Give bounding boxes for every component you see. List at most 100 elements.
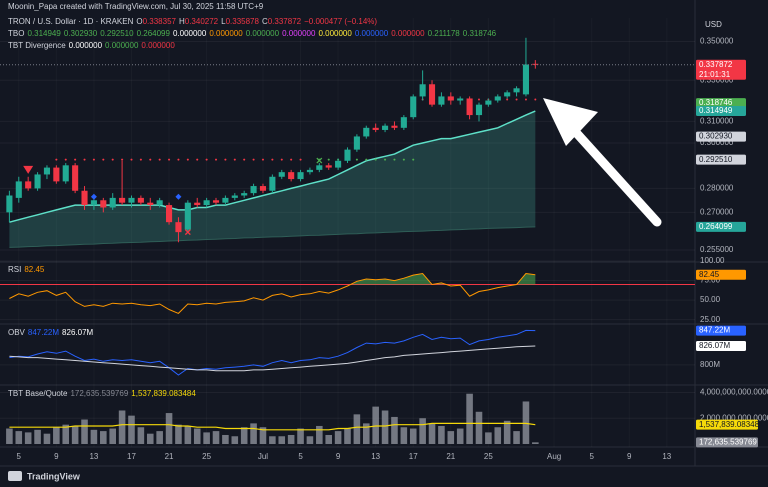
indicator-value: 0.000000	[105, 41, 139, 50]
candle-body	[306, 169, 313, 173]
level-dot	[506, 98, 509, 101]
level-dot	[55, 158, 58, 161]
legend-divergence: TBT Divergence 0.000000 0.000000 0.000000	[8, 41, 178, 51]
bar	[250, 423, 257, 444]
y-tick-label: 100.00	[700, 256, 725, 265]
bar	[128, 415, 135, 444]
x-tick-label: 13	[662, 452, 671, 461]
x-tick-label: 5	[589, 452, 594, 461]
bar	[24, 432, 32, 444]
candle-body	[156, 200, 163, 206]
x-tick-label: 13	[371, 452, 380, 461]
currency: USD	[705, 20, 722, 29]
x-tick-label: Aug	[547, 452, 561, 461]
price-label-text: 0.337872	[699, 60, 733, 69]
level-dot	[92, 158, 95, 161]
price-label-text: 0.318746	[699, 98, 733, 107]
bar	[466, 393, 473, 444]
bar	[287, 434, 295, 444]
ohlc-key: H	[178, 17, 185, 26]
ohlc-key: L	[221, 17, 226, 26]
candle-body	[43, 167, 51, 175]
indicator-line	[9, 329, 536, 376]
level-dot	[139, 158, 142, 161]
candle-body	[259, 186, 267, 191]
candle-body	[438, 96, 445, 105]
x-tick-label: 17	[127, 452, 136, 461]
readout-label	[696, 419, 758, 430]
candle-body	[53, 167, 60, 182]
candle-body	[363, 127, 370, 137]
indicator-value: 0.318746	[462, 29, 497, 38]
legend-rsi: RSI 82.45	[8, 265, 47, 275]
bar	[400, 427, 408, 444]
change: −0.000477 (−0.14%)	[304, 17, 378, 26]
signal	[23, 165, 34, 174]
brand: TradingView	[27, 471, 81, 481]
indicator-value: 0.000000	[172, 29, 207, 38]
bar	[391, 416, 398, 444]
bar	[137, 427, 145, 444]
candle-body	[485, 100, 492, 105]
bar	[231, 436, 239, 444]
credit-text: Moonin_Papa created with TradingView.com…	[8, 2, 264, 11]
bar	[503, 420, 511, 444]
candle-body	[241, 193, 248, 196]
y-tick-label: 0.270000	[700, 207, 734, 216]
signal	[90, 193, 97, 200]
candle-body	[222, 197, 229, 203]
indicator-line	[9, 272, 536, 314]
signal	[175, 193, 182, 200]
indicator-value: 0.000000	[245, 29, 280, 38]
bar	[438, 425, 445, 444]
candle-body	[410, 96, 417, 118]
candle-body	[62, 165, 69, 182]
price-label	[696, 98, 746, 109]
y-tick-label: 25.00	[700, 315, 721, 324]
bar	[353, 414, 361, 444]
level-dot	[121, 158, 124, 161]
price-label-text: 82.45	[699, 270, 720, 279]
bar	[522, 401, 530, 444]
candle-body	[344, 149, 351, 161]
ohlc-key: C	[261, 17, 268, 26]
candle-body	[119, 197, 126, 203]
bar	[53, 427, 60, 444]
readout: 172,635.539769	[70, 389, 129, 398]
price-label	[696, 59, 746, 80]
level-dot	[158, 158, 161, 161]
y-tick-label: 0.350000	[700, 37, 734, 46]
candle-body	[288, 172, 295, 180]
candle-body	[81, 190, 88, 206]
price-label	[696, 131, 746, 142]
price-label-text: 0.302930	[699, 132, 733, 141]
legend-obv: OBV 847.22M 826.07M	[8, 328, 96, 338]
candle-body	[457, 98, 464, 101]
bar	[475, 411, 483, 444]
ohlc-value: 0.340272	[184, 17, 219, 26]
candle-body	[382, 125, 389, 130]
candle-body	[325, 165, 332, 168]
brand-logo	[8, 471, 22, 481]
candle-body	[128, 197, 135, 203]
indicator-value: 0.302930	[63, 29, 98, 38]
y-tick-label: 50.00	[700, 295, 721, 304]
y-tick-label: 0.310000	[700, 117, 734, 126]
bar	[90, 429, 98, 444]
bar	[43, 433, 51, 444]
candle-body	[335, 160, 342, 168]
candle-body	[25, 181, 32, 189]
candle-body	[184, 202, 191, 230]
bar	[447, 431, 455, 444]
bar	[269, 436, 276, 444]
bar	[118, 410, 126, 444]
bar	[259, 427, 267, 444]
candle-body	[447, 96, 454, 101]
level-dot	[515, 98, 518, 101]
candle-body	[166, 205, 173, 223]
bar	[513, 431, 520, 444]
candle-body	[428, 84, 436, 105]
x-tick-label: 21	[165, 452, 174, 461]
indicator-value: 0.314949	[27, 29, 61, 38]
